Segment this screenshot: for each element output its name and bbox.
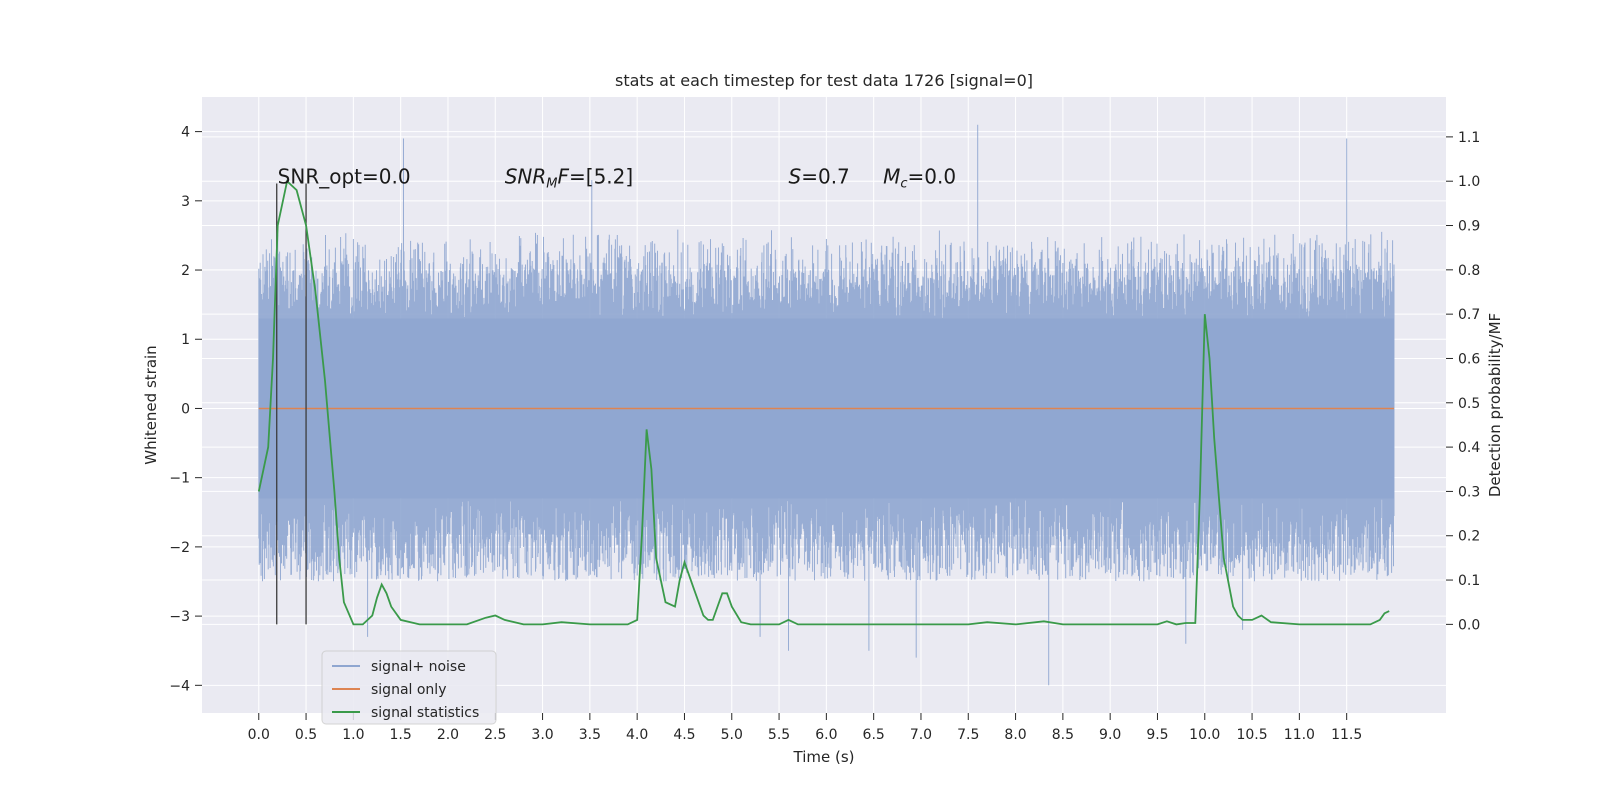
x-tick-label: 10.5 bbox=[1236, 727, 1267, 743]
y-tick-label: −2 bbox=[169, 540, 190, 556]
y-right-tick-label: 0.8 bbox=[1458, 263, 1480, 279]
x-tick-label: 5.0 bbox=[721, 727, 743, 743]
legend-label: signal+ noise bbox=[371, 659, 466, 675]
annotation-value: =0.0 bbox=[908, 165, 957, 189]
x-tick-label: 11.0 bbox=[1284, 727, 1315, 743]
x-tick-label: 0.5 bbox=[295, 727, 317, 743]
x-tick-label: 1.0 bbox=[342, 727, 364, 743]
x-tick-label: 8.0 bbox=[1004, 727, 1026, 743]
x-tick-label: 2.5 bbox=[484, 727, 506, 743]
x-tick-label: 6.5 bbox=[863, 727, 885, 743]
y-tick-label: 0 bbox=[181, 401, 190, 417]
y-right-tick-label: 0.7 bbox=[1458, 307, 1480, 323]
annotation: SNR_opt=0.0 bbox=[278, 165, 411, 189]
y-tick-label: 2 bbox=[181, 263, 190, 279]
y-right-tick-label: 0.4 bbox=[1458, 440, 1480, 456]
annotation: SNRMF=[5.2] bbox=[505, 165, 633, 192]
x-tick-label: 4.5 bbox=[673, 727, 695, 743]
x-tick-label: 7.5 bbox=[957, 727, 979, 743]
x-tick-label: 9.0 bbox=[1099, 727, 1121, 743]
x-tick-label: 4.0 bbox=[626, 727, 648, 743]
x-tick-label: 1.5 bbox=[390, 727, 412, 743]
x-tick-label: 7.0 bbox=[910, 727, 932, 743]
series-signal-statistics bbox=[257, 179, 1390, 626]
annotation-symbol: S bbox=[789, 165, 802, 189]
noise-trace bbox=[258, 124, 1395, 686]
annotation: Mc=0.0 bbox=[883, 165, 956, 192]
y-right-tick-label: 0.1 bbox=[1458, 573, 1480, 589]
y-right-tick-label: 0.0 bbox=[1458, 617, 1480, 633]
annotation-value: =[5.2] bbox=[569, 165, 633, 189]
y-tick-label: −3 bbox=[169, 609, 190, 625]
y-right-tick-label: 0.9 bbox=[1458, 219, 1480, 235]
y-tick-label: 3 bbox=[181, 194, 190, 210]
x-tick-label: 5.5 bbox=[768, 727, 790, 743]
y-axis-label: Whitened strain bbox=[142, 345, 160, 464]
annotation-symbol: SNR bbox=[505, 165, 547, 189]
annotation-value: =0.7 bbox=[801, 165, 850, 189]
y-right-tick-label: 0.3 bbox=[1458, 484, 1480, 500]
x-tick-label: 9.5 bbox=[1146, 727, 1168, 743]
y-right-axis-label: Detection probability/MF bbox=[1486, 313, 1504, 497]
y-right-tick-label: 1.1 bbox=[1458, 130, 1480, 146]
x-tick-label: 3.0 bbox=[531, 727, 553, 743]
annotation: S=0.7 bbox=[789, 165, 850, 189]
y-tick-label: −1 bbox=[169, 471, 190, 487]
x-tick-label: 2.0 bbox=[437, 727, 459, 743]
y-tick-label: −4 bbox=[169, 678, 190, 694]
x-axis: 0.0 0.5 1.0 1.5 2.0 2.5 3.0 3.5 4.0 4.5 5.0 5.5 6.0 6… bbox=[248, 713, 1362, 743]
y-right-tick-label: 0.5 bbox=[1458, 396, 1480, 412]
y-right-tick-label: 1.0 bbox=[1458, 174, 1480, 190]
legend-label: signal statistics bbox=[371, 705, 479, 721]
y-right-tick-label: 0.2 bbox=[1458, 529, 1480, 545]
annotation-subscript: c bbox=[900, 177, 907, 192]
x-tick-label: 6.0 bbox=[815, 727, 837, 743]
y-tick-label: 4 bbox=[181, 125, 190, 141]
x-tick-label: 3.5 bbox=[579, 727, 601, 743]
legend: signal+ noise signal only signal statistic… bbox=[321, 650, 497, 725]
legend-box bbox=[321, 650, 497, 725]
x-tick-label: 8.5 bbox=[1052, 727, 1074, 743]
x-axis-label: Time (s) bbox=[793, 748, 855, 766]
x-tick-label: 0.0 bbox=[248, 727, 270, 743]
x-tick-label: 11.5 bbox=[1331, 727, 1362, 743]
legend-label: signal only bbox=[371, 682, 446, 698]
x-tick-label: 10.0 bbox=[1189, 727, 1220, 743]
annotation-symbol: M bbox=[883, 165, 900, 189]
y-axis-left: −4 −3 −2 −1 0 1 2 3 4 bbox=[169, 125, 202, 694]
y-right-tick-label: 0.6 bbox=[1458, 351, 1480, 367]
annotation-subscript: M bbox=[546, 177, 557, 192]
y-tick-label: 1 bbox=[181, 332, 190, 348]
y-axis-right: 0.0 0.1 0.2 0.3 0.4 0.5 0.6 0.7 0.8 0.9 1.0 1.1 bbox=[1446, 130, 1480, 633]
chart-title: stats at each timestep for test data 172… bbox=[615, 71, 1033, 90]
